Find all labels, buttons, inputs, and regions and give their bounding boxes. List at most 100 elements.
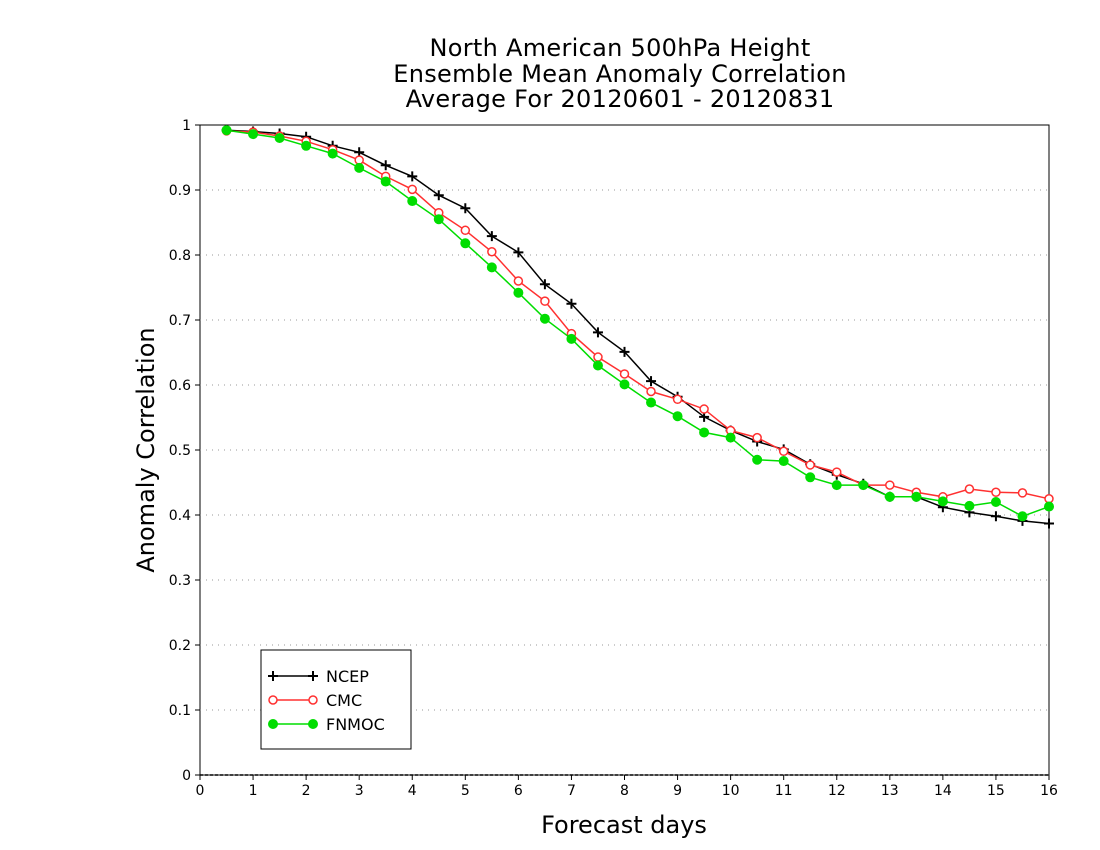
chart-title-line-1: North American 500hPa Height bbox=[429, 34, 811, 62]
data-point bbox=[778, 446, 789, 457]
data-point bbox=[778, 456, 789, 467]
data-point bbox=[1017, 511, 1028, 522]
data-point bbox=[566, 298, 577, 309]
y-axis: 0 0.1 0.2 0.3 0.4 0.5 0.6 0.7 0.8 0.9 1 bbox=[169, 118, 200, 784]
data-point bbox=[513, 247, 524, 258]
data-point bbox=[725, 432, 736, 443]
data-point bbox=[513, 276, 524, 286]
x-tick-label: 14 bbox=[934, 783, 952, 799]
data-point bbox=[672, 394, 683, 405]
data-point bbox=[619, 379, 630, 390]
data-point bbox=[699, 427, 710, 438]
data-point bbox=[308, 695, 318, 705]
x-tick-label: 7 bbox=[567, 783, 576, 799]
y-tick-label: 0.7 bbox=[169, 313, 191, 329]
data-point bbox=[460, 238, 471, 249]
data-point bbox=[380, 160, 391, 171]
data-point bbox=[487, 247, 497, 257]
data-point bbox=[752, 432, 762, 443]
data-point bbox=[268, 671, 278, 681]
data-point bbox=[308, 719, 318, 729]
data-point bbox=[354, 162, 365, 173]
series-line bbox=[226, 130, 1050, 500]
legend-item-fnmoc: FNMOC bbox=[268, 715, 385, 734]
x-tick-label: 15 bbox=[987, 783, 1005, 799]
data-point bbox=[752, 454, 763, 465]
data-point bbox=[407, 184, 417, 195]
data-point bbox=[805, 472, 816, 483]
y-tick-label: 0.8 bbox=[169, 248, 191, 264]
data-point bbox=[433, 214, 444, 225]
legend-label: FNMOC bbox=[326, 715, 385, 734]
legend-label: CMC bbox=[326, 691, 362, 710]
legend-label: NCEP bbox=[326, 667, 369, 686]
series-cmc bbox=[221, 126, 1054, 504]
data-point bbox=[460, 203, 471, 214]
x-axis-title: Forecast days bbox=[541, 811, 707, 839]
data-point bbox=[699, 404, 709, 414]
data-point bbox=[593, 352, 603, 362]
data-point bbox=[831, 480, 842, 491]
x-tick-label: 6 bbox=[514, 783, 523, 799]
data-point bbox=[592, 327, 603, 338]
grid-lines bbox=[200, 189, 1049, 776]
data-point bbox=[407, 196, 418, 207]
data-point bbox=[539, 313, 550, 324]
data-point bbox=[407, 171, 418, 182]
data-point bbox=[274, 133, 285, 143]
data-point bbox=[513, 287, 524, 298]
y-tick-label: 0.6 bbox=[169, 378, 191, 394]
data-point bbox=[566, 333, 577, 344]
series-ncep bbox=[221, 125, 1054, 529]
series-line bbox=[226, 129, 1050, 525]
x-tick-label: 16 bbox=[1040, 783, 1058, 799]
chart-title-line-3: Average For 20120601 - 20120831 bbox=[405, 85, 835, 113]
data-point bbox=[486, 231, 497, 242]
data-point bbox=[221, 125, 232, 136]
data-point bbox=[1017, 488, 1028, 498]
data-point bbox=[646, 386, 656, 397]
data-point bbox=[301, 140, 312, 151]
legend-item-ncep: NCEP bbox=[268, 667, 369, 686]
x-tick-label: 3 bbox=[355, 783, 364, 799]
data-point bbox=[646, 397, 657, 408]
data-point bbox=[1044, 518, 1054, 529]
y-tick-label: 0.3 bbox=[169, 573, 191, 589]
data-point bbox=[433, 190, 444, 201]
data-point bbox=[832, 467, 842, 477]
x-axis: 0 1 2 3 4 5 6 7 8 9 10 11 12 13 14 15 16 bbox=[196, 775, 1058, 799]
data-point bbox=[884, 491, 895, 502]
legend-item-cmc: CMC bbox=[268, 691, 362, 710]
y-tick-label: 0.5 bbox=[169, 443, 191, 459]
chart-title: North American 500hPa Height Ensemble Me… bbox=[0, 34, 1100, 113]
data-point bbox=[805, 460, 815, 470]
x-tick-label: 2 bbox=[302, 783, 311, 799]
data-point bbox=[964, 484, 975, 494]
y-tick-label: 0 bbox=[182, 768, 191, 784]
x-tick-label: 12 bbox=[828, 783, 846, 799]
y-tick-label: 0.9 bbox=[169, 183, 191, 199]
data-point bbox=[858, 480, 869, 491]
data-point bbox=[990, 497, 1001, 507]
data-point bbox=[964, 500, 975, 511]
x-tick-label: 9 bbox=[673, 783, 682, 799]
data-point bbox=[937, 496, 948, 507]
y-axis-title: Anomaly Correlation bbox=[132, 327, 160, 572]
x-tick-label: 11 bbox=[775, 783, 793, 799]
data-point bbox=[1044, 501, 1054, 512]
series-fnmoc bbox=[221, 125, 1054, 522]
data-point bbox=[991, 487, 1001, 497]
y-tick-label: 0.4 bbox=[169, 508, 191, 524]
data-point bbox=[672, 411, 683, 422]
data-point bbox=[646, 376, 657, 387]
data-point bbox=[327, 148, 338, 159]
x-tick-label: 1 bbox=[249, 783, 258, 799]
x-tick-label: 4 bbox=[408, 783, 417, 799]
x-tick-label: 5 bbox=[461, 783, 470, 799]
data-point bbox=[460, 225, 471, 236]
x-tick-label: 0 bbox=[196, 783, 205, 799]
y-tick-label: 1 bbox=[182, 118, 191, 134]
data-point bbox=[539, 279, 550, 290]
data-point bbox=[540, 296, 550, 306]
